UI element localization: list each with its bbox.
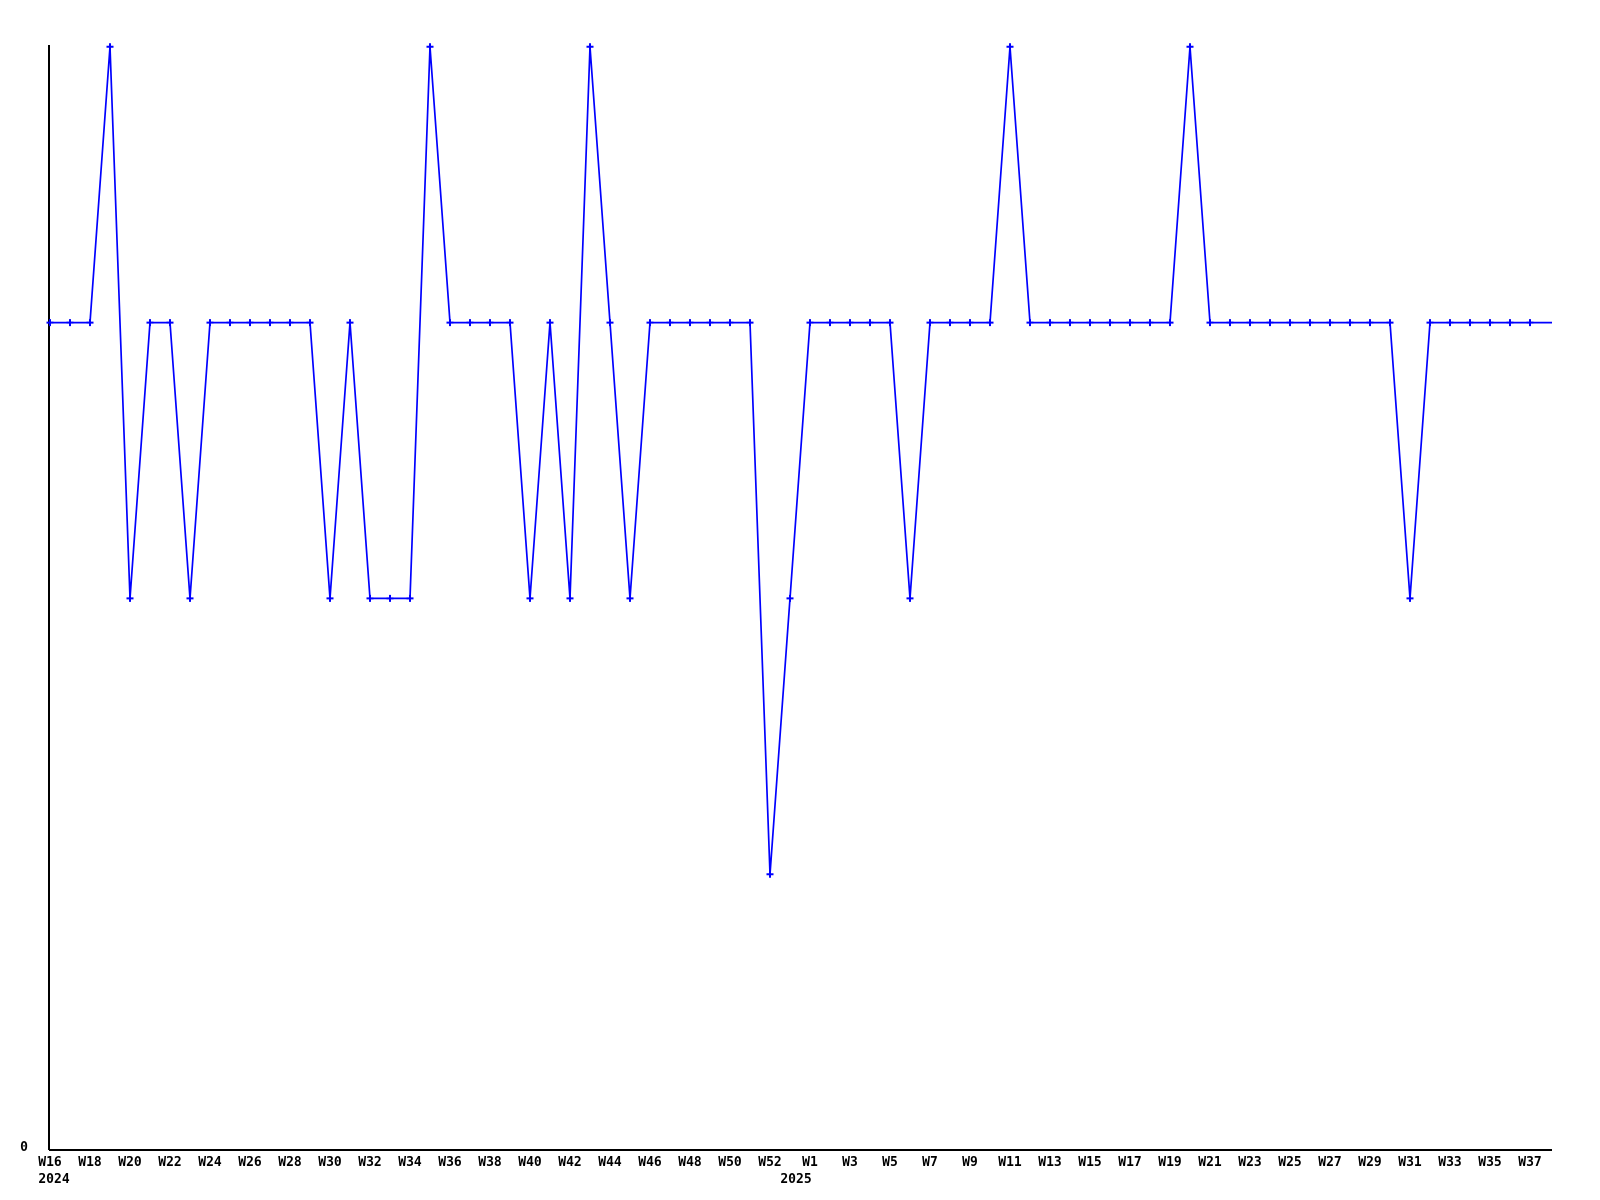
data-point-markers	[46, 43, 1534, 878]
x-tick-label: W17	[1118, 1155, 1141, 1170]
x-tick-label: W30	[318, 1155, 342, 1170]
x-tick-label: W9	[962, 1155, 978, 1170]
series-line	[50, 45, 1552, 876]
x-tick-label: W52	[758, 1155, 781, 1170]
x-tick-label: W18	[78, 1155, 102, 1170]
x-tick-label: W23	[1238, 1155, 1261, 1170]
x-tick-label: W20	[118, 1155, 142, 1170]
x-tick-label: W42	[558, 1155, 581, 1170]
x-tick-label: W22	[158, 1155, 181, 1170]
x-tick-label: W29	[1358, 1155, 1381, 1170]
x-tick-label: W1	[802, 1155, 818, 1170]
x-tick-label: W26	[238, 1155, 262, 1170]
x-tick-label: W34	[398, 1155, 422, 1170]
x-tick-label: W27	[1318, 1155, 1341, 1170]
x-tick-label: W33	[1438, 1155, 1461, 1170]
x-tick-label: W36	[438, 1155, 462, 1170]
x-axis-year-label: 2025	[780, 1172, 811, 1187]
x-tick-label: W7	[922, 1155, 938, 1170]
x-tick-label: W28	[278, 1155, 302, 1170]
y-axis-zero-label: 0	[20, 1140, 28, 1155]
x-tick-label: W38	[478, 1155, 502, 1170]
x-tick-label: W5	[882, 1155, 898, 1170]
x-tick-label: W19	[1158, 1155, 1181, 1170]
x-tick-label: W48	[678, 1155, 702, 1170]
x-tick-label: W15	[1078, 1155, 1101, 1170]
x-tick-label: W46	[638, 1155, 662, 1170]
x-tick-label: W25	[1278, 1155, 1301, 1170]
x-tick-label: W11	[998, 1155, 1022, 1170]
x-tick-label: W35	[1478, 1155, 1501, 1170]
x-tick-label: W16	[38, 1155, 62, 1170]
x-tick-label: W31	[1398, 1155, 1422, 1170]
x-tick-label: W37	[1518, 1155, 1541, 1170]
x-tick-label: W21	[1198, 1155, 1222, 1170]
x-tick-label: W50	[718, 1155, 742, 1170]
x-tick-label: W3	[842, 1155, 858, 1170]
x-tick-label: W44	[598, 1155, 622, 1170]
x-tick-label: W13	[1038, 1155, 1061, 1170]
x-axis-year-label: 2024	[38, 1172, 69, 1187]
x-tick-label: W32	[358, 1155, 381, 1170]
x-tick-label: W24	[198, 1155, 222, 1170]
x-tick-label: W40	[518, 1155, 542, 1170]
